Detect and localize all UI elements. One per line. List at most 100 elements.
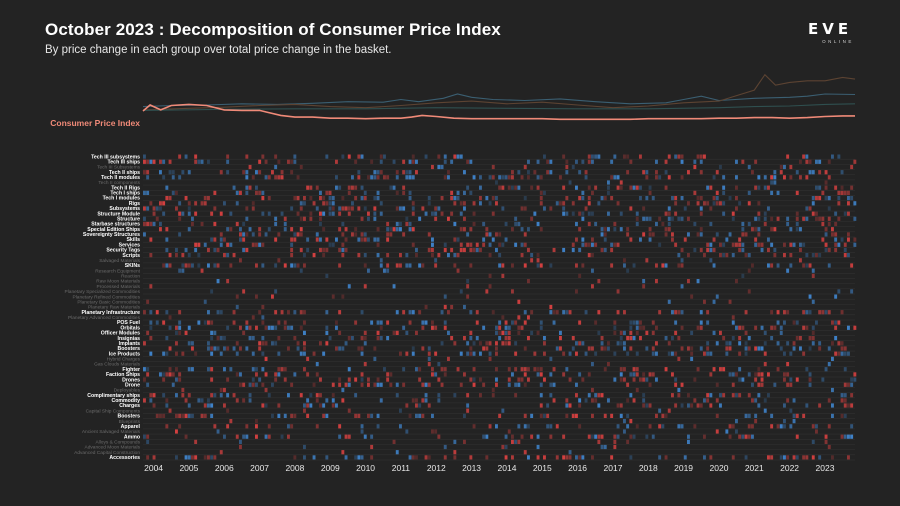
heatmap-cell: [383, 175, 386, 180]
heatmap-cell: [498, 320, 502, 325]
heatmap-cell: [619, 367, 623, 372]
heatmap-cell: [479, 377, 482, 382]
heatmap-cell: [789, 242, 793, 247]
heatmap-cell: [635, 367, 639, 372]
heatmap-cell: [309, 216, 313, 221]
heatmap-cell: [191, 221, 194, 227]
heatmap-cell: [149, 310, 153, 315]
heatmap-cell: [226, 424, 230, 429]
heatmap-cell: [437, 154, 441, 159]
heatmap-cell: [770, 455, 774, 460]
heatmap-cell: [344, 227, 348, 232]
heatmap-cell: [837, 201, 841, 206]
heatmap-cell: [744, 346, 748, 351]
heatmap-cell: [402, 206, 406, 211]
heatmap-cell: [735, 185, 738, 190]
heatmap-cell: [853, 159, 857, 164]
heatmap-cell: [747, 164, 751, 170]
heatmap-cell: [187, 455, 191, 460]
heatmap-cell: [831, 413, 834, 418]
heatmap-cell: [658, 408, 662, 413]
heatmap-cell: [431, 242, 434, 247]
heatmap-cell: [178, 330, 182, 335]
heatmap-cell: [616, 341, 620, 346]
heatmap-cell: [520, 434, 524, 439]
heatmap-cell: [456, 190, 460, 195]
heatmap-cell: [671, 232, 674, 237]
logo-subtext: ONLINE: [822, 39, 854, 44]
heatmap-cell: [367, 211, 370, 216]
heatmap-cell: [770, 325, 774, 330]
heatmap-cell: [325, 455, 329, 460]
heatmap-cell: [507, 175, 511, 180]
heatmap-cell: [507, 382, 511, 387]
heatmap-cell: [242, 398, 246, 403]
heatmap-cell: [197, 159, 201, 164]
heatmap-cell: [539, 263, 543, 268]
heatmap-cell: [850, 196, 854, 201]
heatmap-cell: [568, 377, 572, 382]
heatmap-cell: [843, 190, 847, 195]
heatmap-cell: [850, 434, 854, 439]
heatmap-cell: [219, 310, 223, 315]
heatmap-cell: [511, 175, 514, 180]
heatmap-cell: [427, 455, 431, 460]
heatmap-cell: [485, 455, 489, 460]
heatmap-cell: [379, 336, 383, 341]
heatmap-cell: [815, 196, 818, 201]
heatmap-cell: [843, 413, 847, 418]
heatmap-cell: [219, 387, 223, 393]
heatmap-cell: [271, 325, 274, 330]
heatmap-cell: [424, 320, 428, 325]
heatmap-cell: [587, 159, 591, 164]
heatmap-cell: [162, 159, 166, 164]
heatmap-cell: [735, 372, 738, 377]
heatmap-cell: [443, 247, 447, 253]
heatmap-cell: [261, 190, 265, 195]
heatmap-cell: [754, 346, 758, 351]
heatmap-cell: [245, 434, 249, 439]
heatmap-cell: [635, 221, 639, 227]
x-tick-label: 2020: [710, 463, 729, 473]
heatmap-cell: [347, 284, 351, 289]
heatmap-cell: [815, 424, 818, 429]
heatmap-cell: [283, 413, 287, 418]
heatmap-cell: [440, 382, 444, 387]
heatmap-cell: [581, 263, 585, 268]
heatmap-cell: [303, 330, 306, 335]
heatmap-cell: [165, 398, 169, 403]
heatmap-cell: [466, 294, 470, 299]
heatmap-cell: [347, 377, 351, 382]
heatmap-cell: [824, 434, 828, 439]
heatmap-cell: [792, 419, 796, 424]
heatmap-cell: [712, 201, 716, 206]
heatmap-cell: [149, 284, 153, 289]
heatmap-cell: [549, 304, 553, 310]
heatmap-cell: [597, 154, 601, 159]
heatmap-cell: [680, 175, 684, 180]
heatmap-cell: [834, 320, 838, 325]
heatmap-cell: [709, 393, 713, 398]
heatmap-cell: [437, 377, 441, 382]
heatmap-cell: [303, 263, 306, 268]
heatmap-cell: [805, 206, 809, 211]
heatmap-cell: [354, 320, 358, 325]
heatmap-cell: [587, 211, 591, 216]
heatmap-cell: [840, 346, 844, 351]
heatmap-cell: [255, 170, 258, 175]
heatmap-cell: [261, 263, 265, 268]
heatmap-cell: [795, 377, 799, 382]
heatmap-cell: [354, 393, 358, 398]
heatmap-cell: [411, 455, 415, 460]
heatmap-cell: [303, 310, 306, 315]
row-label: Sovereignty Structures: [83, 232, 140, 238]
heatmap-cell: [703, 201, 706, 206]
heatmap-cell: [143, 206, 146, 211]
heatmap-cell: [194, 154, 198, 159]
row-label: Implants: [119, 341, 140, 347]
heatmap-cell: [591, 413, 594, 418]
heatmap-cell: [523, 372, 527, 377]
heatmap-cell: [549, 424, 553, 429]
heatmap-cell: [661, 263, 665, 268]
heatmap-cell: [453, 450, 457, 455]
